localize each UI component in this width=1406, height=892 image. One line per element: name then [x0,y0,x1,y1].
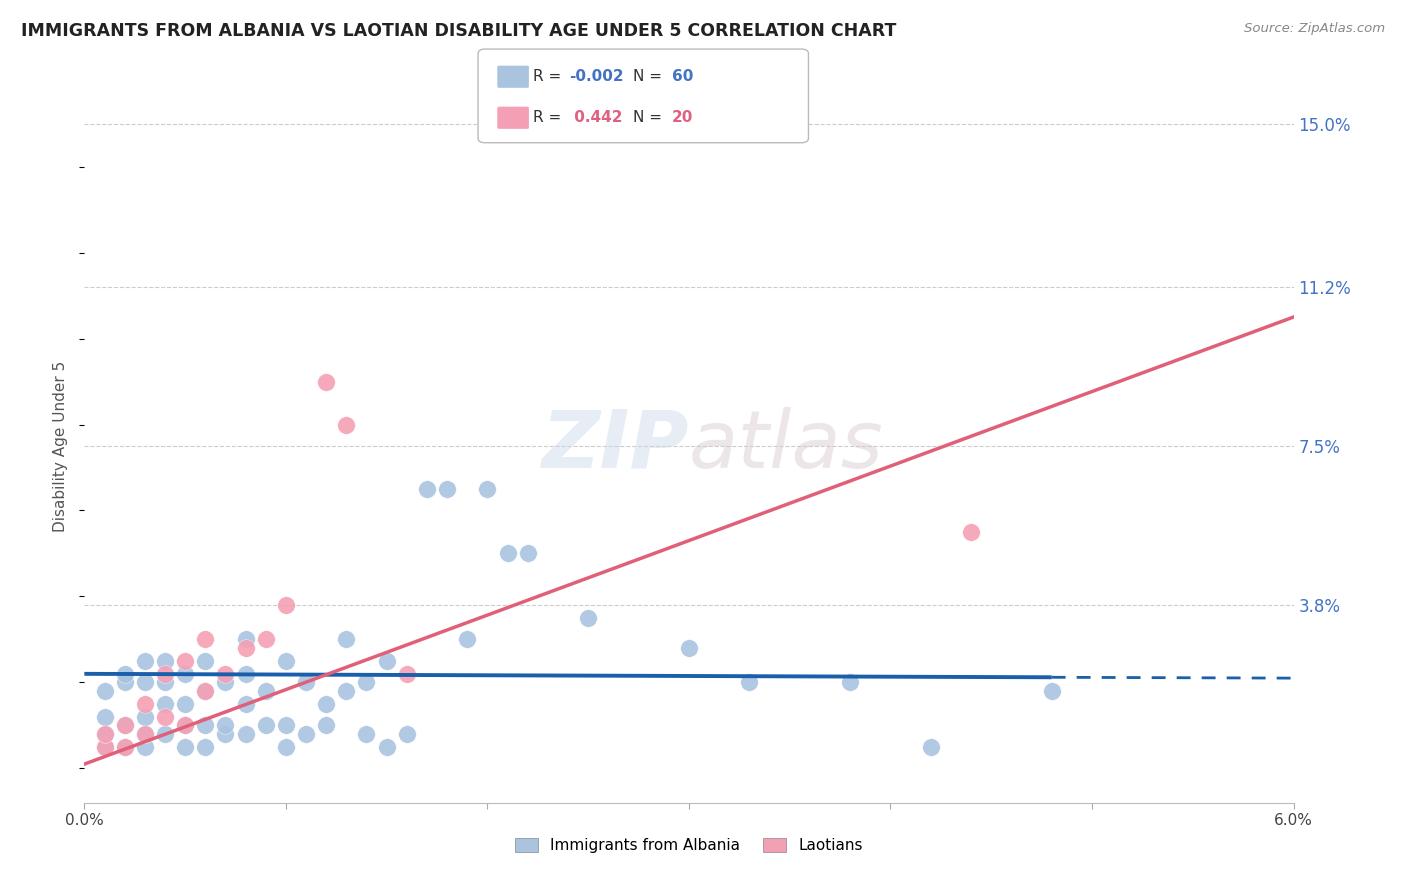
Point [114,739,136,754]
Point [235,632,257,647]
Text: atlas: atlas [689,407,884,485]
Point [295,675,318,690]
Point [576,611,599,625]
Point [477,482,499,496]
Point [194,632,217,647]
Point [214,718,236,732]
Text: 20: 20 [672,111,693,125]
Point [174,718,197,732]
Point [174,697,197,711]
Point [153,654,176,668]
Point [375,654,398,668]
Point [153,675,176,690]
Point [134,727,156,741]
Point [436,482,458,496]
Point [496,546,519,560]
Point [153,666,176,681]
Point [194,739,217,754]
Point [315,697,337,711]
Point [335,632,357,647]
Point [214,675,236,690]
Point [920,739,942,754]
Point [395,727,418,741]
Point [335,417,357,432]
Point [839,675,862,690]
Point [274,739,297,754]
Point [114,739,136,754]
Point [960,524,983,539]
Point [114,718,136,732]
Text: 60: 60 [672,70,693,84]
Y-axis label: Disability Age Under 5: Disability Age Under 5 [53,360,69,532]
Point [214,666,236,681]
Point [93,684,115,698]
Point [335,684,357,698]
Point [153,727,176,741]
Text: ZIP: ZIP [541,407,689,485]
Text: N =: N = [633,70,666,84]
Point [174,718,197,732]
Point [516,546,538,560]
Point [174,666,197,681]
Point [356,675,378,690]
Point [274,598,297,612]
Point [235,666,257,681]
Point [114,675,136,690]
Point [93,739,115,754]
Point [134,739,156,754]
Point [134,697,156,711]
Point [114,666,136,681]
Point [235,641,257,656]
Point [738,675,761,690]
Text: IMMIGRANTS FROM ALBANIA VS LAOTIAN DISABILITY AGE UNDER 5 CORRELATION CHART: IMMIGRANTS FROM ALBANIA VS LAOTIAN DISAB… [21,22,897,40]
Point [214,727,236,741]
Point [194,684,217,698]
Point [93,710,115,724]
Point [114,718,136,732]
Point [254,632,277,647]
Point [274,718,297,732]
Text: -0.002: -0.002 [569,70,624,84]
Point [134,710,156,724]
Point [1040,684,1063,698]
Point [416,482,439,496]
Point [295,727,318,741]
Point [134,727,156,741]
Point [315,718,337,732]
Point [93,727,115,741]
Point [315,375,337,389]
Point [153,697,176,711]
Point [395,666,418,681]
Legend: Immigrants from Albania, Laotians: Immigrants from Albania, Laotians [509,831,869,859]
Point [93,739,115,754]
Point [456,632,478,647]
Point [235,727,257,741]
Point [254,718,277,732]
Point [194,654,217,668]
Point [254,684,277,698]
Point [194,718,217,732]
Point [93,727,115,741]
Text: R =: R = [533,70,567,84]
Point [194,684,217,698]
Text: N =: N = [633,111,666,125]
Point [678,641,700,656]
Point [235,697,257,711]
Point [375,739,398,754]
Text: 0.442: 0.442 [569,111,623,125]
Point [356,727,378,741]
Text: R =: R = [533,111,567,125]
Point [174,654,197,668]
Point [153,710,176,724]
Point [174,739,197,754]
Text: Source: ZipAtlas.com: Source: ZipAtlas.com [1244,22,1385,36]
Point [274,654,297,668]
Point [134,675,156,690]
Point [134,654,156,668]
